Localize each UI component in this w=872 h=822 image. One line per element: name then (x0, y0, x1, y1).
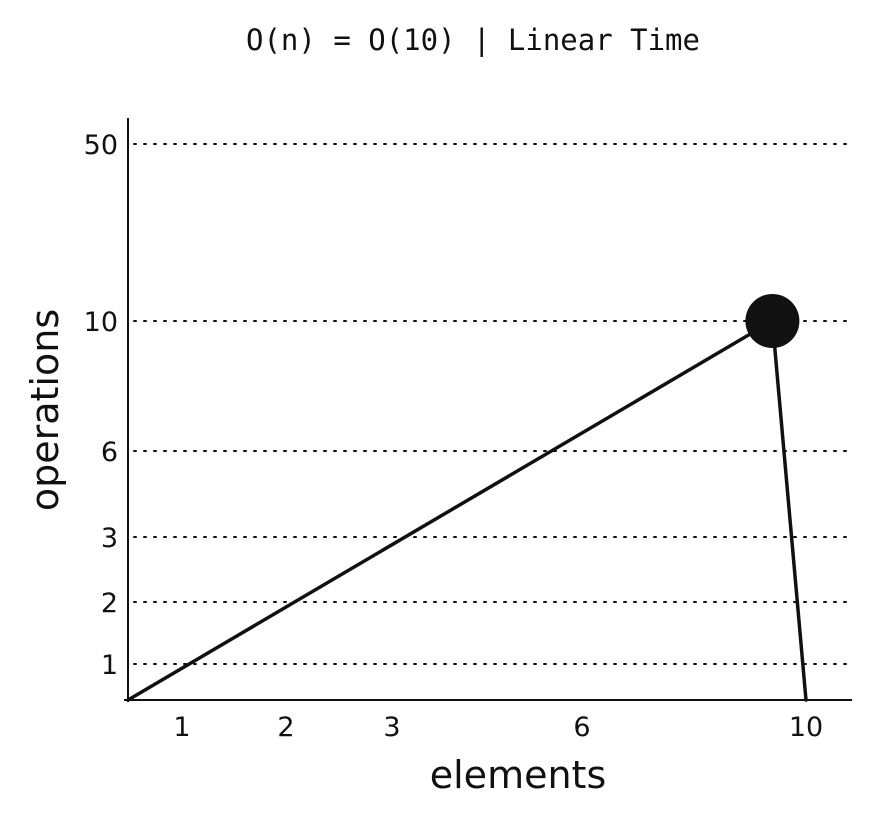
x-tick-label: 1 (173, 712, 190, 743)
series-layer (126, 294, 808, 702)
y-tick-label: 10 (84, 307, 118, 338)
y-tick-label: 2 (101, 588, 118, 619)
y-tick-label: 6 (101, 437, 118, 468)
x-tick-label: 3 (383, 712, 400, 743)
data-point-marker (745, 294, 800, 348)
y-tick-labels: 1 2 3 6 10 50 (84, 130, 118, 681)
y-tick-label: 50 (84, 130, 118, 161)
x-tick-label: 6 (573, 712, 590, 743)
x-tick-label: 10 (789, 712, 823, 743)
y-tick-label: 1 (101, 650, 118, 681)
y-tick-label: 3 (101, 523, 118, 554)
y-axis-label: operations (23, 309, 67, 511)
series-line (126, 319, 808, 702)
grid-layer (133, 143, 851, 665)
x-axis-label: elements (430, 753, 607, 797)
x-tick-label: 2 (277, 712, 294, 743)
chart-title: O(n) = O(10) | Linear Time (246, 23, 700, 57)
x-tick-labels: 1 2 3 6 10 (173, 712, 823, 743)
